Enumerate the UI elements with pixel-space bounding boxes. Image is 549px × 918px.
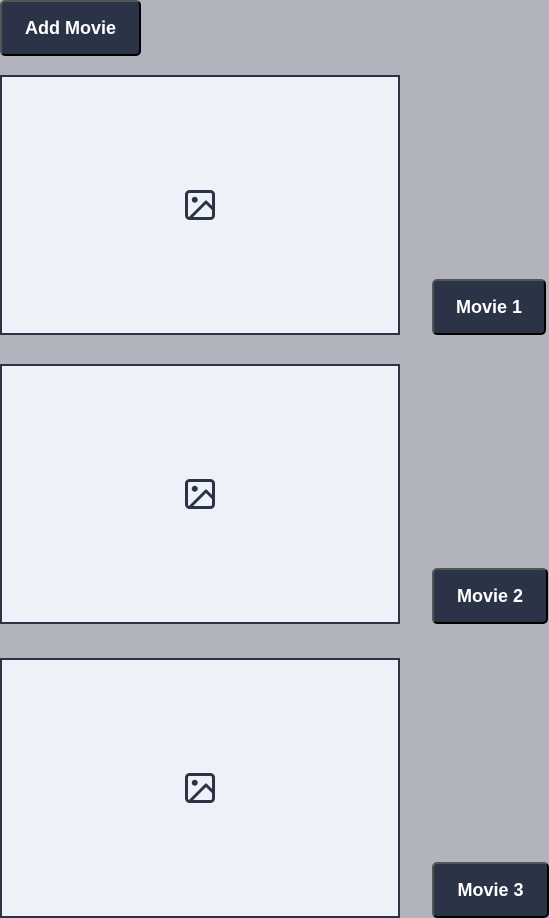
- image-placeholder-icon: [185, 190, 215, 220]
- movie-poster-placeholder: [0, 658, 400, 918]
- movie-2-button[interactable]: Movie 2: [432, 568, 548, 624]
- movie-poster-placeholder: [0, 75, 400, 335]
- movie-3-button[interactable]: Movie 3: [432, 862, 549, 918]
- movie-poster-placeholder: [0, 364, 400, 624]
- add-movie-button[interactable]: Add Movie: [0, 0, 141, 56]
- image-placeholder-icon: [185, 479, 215, 509]
- movie-1-button[interactable]: Movie 1: [432, 279, 546, 335]
- image-placeholder-icon: [185, 773, 215, 803]
